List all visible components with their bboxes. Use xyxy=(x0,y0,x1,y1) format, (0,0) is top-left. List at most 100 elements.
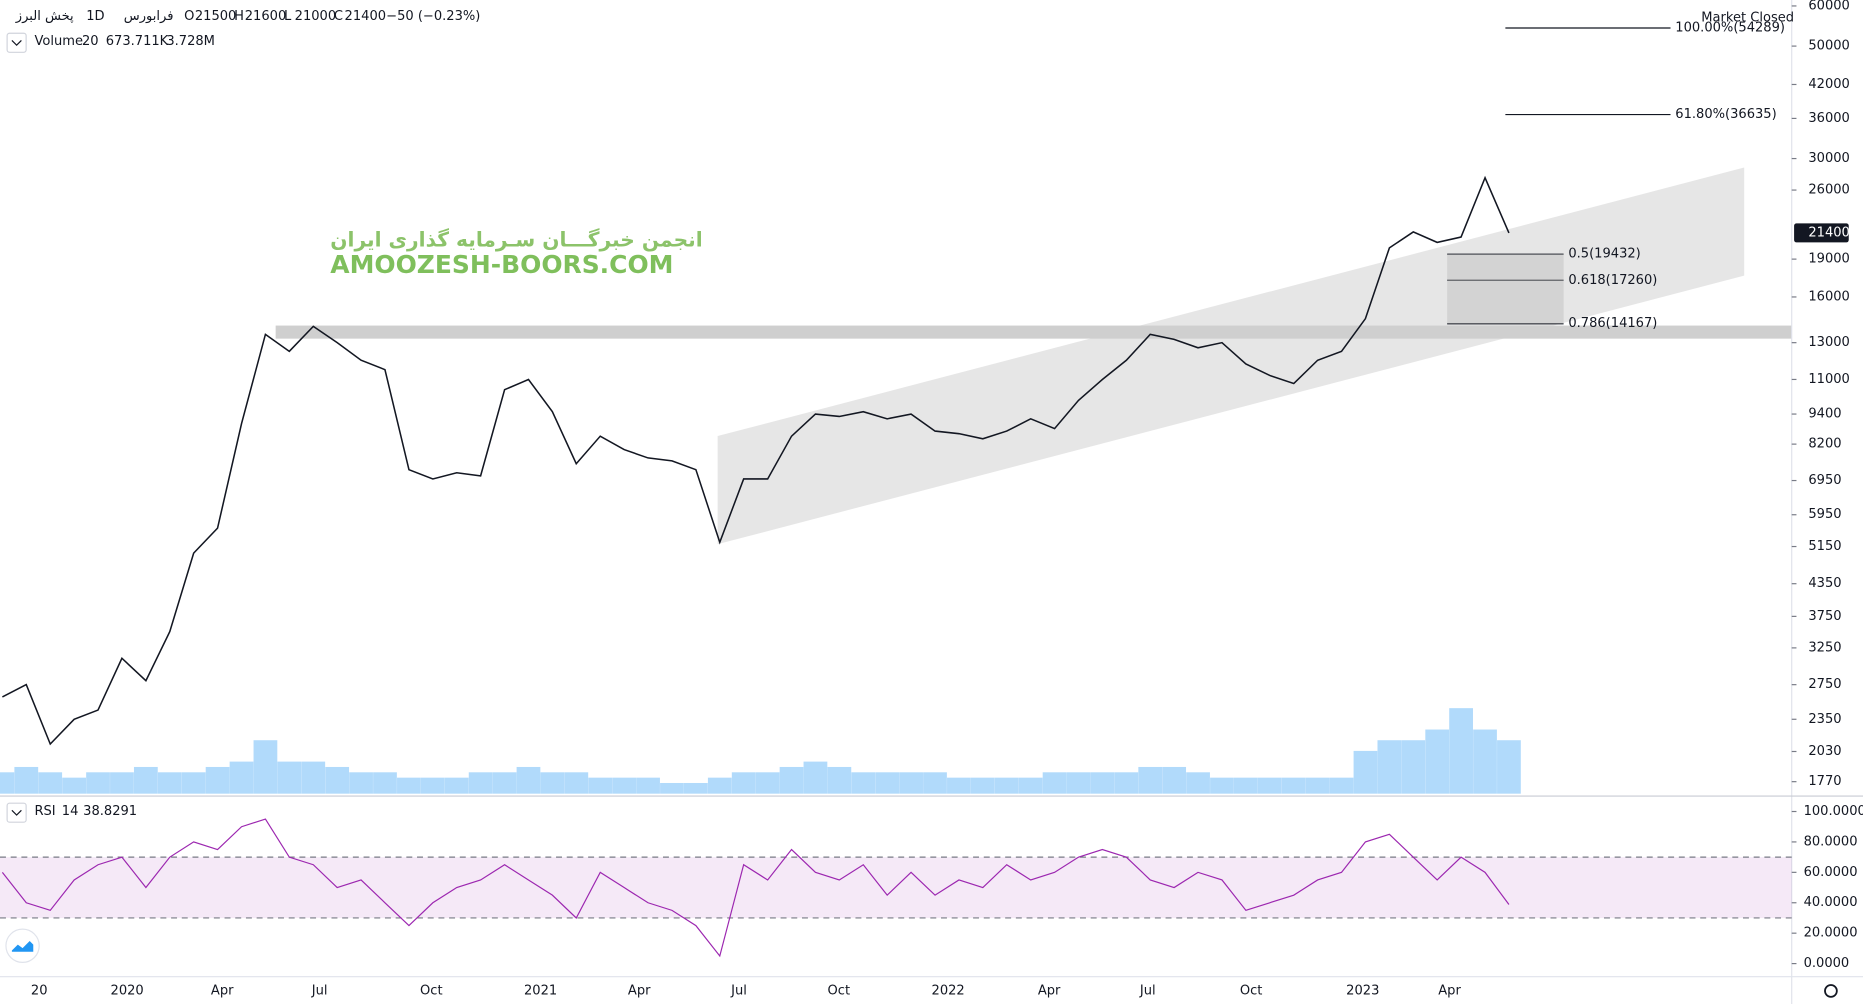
price-tick-label: 30000 xyxy=(1808,151,1850,166)
volume-bar xyxy=(1090,772,1115,794)
time-label: Oct xyxy=(828,983,851,998)
fib-label: 100.00%(54289) xyxy=(1675,20,1785,35)
volume-bar xyxy=(899,772,923,794)
volume-bar xyxy=(38,772,63,794)
time-label: Apr xyxy=(1438,983,1461,998)
volume-bar xyxy=(970,777,995,794)
chevron-icon xyxy=(11,809,22,816)
settings-button[interactable] xyxy=(1824,984,1838,998)
volume-bar xyxy=(731,772,756,794)
volume-bar xyxy=(923,772,947,794)
time-label: Jul xyxy=(311,983,328,998)
volume-bar xyxy=(325,766,350,794)
collapse-button[interactable] xyxy=(6,802,27,823)
price-tick-label: 50000 xyxy=(1808,39,1850,54)
volume-bar xyxy=(1305,777,1330,794)
logo-button[interactable] xyxy=(5,928,40,963)
volume-bar xyxy=(1353,750,1378,794)
price-tick-label: 42000 xyxy=(1808,77,1850,92)
rsi-label: RSI xyxy=(34,804,55,819)
rsi-tick-label: 60.0000 xyxy=(1804,865,1858,880)
ohlc-key: L xyxy=(284,9,292,24)
volume-bar xyxy=(110,772,134,794)
volume-bar xyxy=(994,777,1019,794)
ohlc-value: 21600 xyxy=(245,9,287,24)
time-label: Apr xyxy=(628,983,651,998)
volume-bar xyxy=(1473,729,1497,794)
volume-bar xyxy=(1281,777,1306,794)
fib-label: 0.618(17260) xyxy=(1568,273,1657,288)
rsi-tick-label: 40.0000 xyxy=(1804,895,1858,910)
logo-icon xyxy=(11,941,34,952)
price-tick-label: 4350 xyxy=(1808,576,1841,591)
time-label: Apr xyxy=(211,983,234,998)
volume-bar xyxy=(588,777,613,794)
rsi-tick-label: 100.0000 xyxy=(1804,804,1863,819)
exchange: فرابورس xyxy=(124,9,174,24)
volume-bar xyxy=(947,777,971,794)
volume-ma: 3.728M xyxy=(166,34,215,49)
volume-bar xyxy=(62,777,86,794)
volume-bar xyxy=(181,772,206,794)
watermark-persian: انجمن خبرگـــان سـرمایه گذاری ایران xyxy=(330,228,702,252)
volume-bar xyxy=(373,772,397,794)
rsi-tick-label: 80.0000 xyxy=(1804,834,1858,849)
volume-bar xyxy=(349,772,373,794)
price-tick-label: 2350 xyxy=(1808,712,1841,727)
fib-label: 0.5(19432) xyxy=(1568,247,1640,262)
volume-bar xyxy=(683,782,708,794)
fib-zone xyxy=(1447,254,1564,324)
time-label: Apr xyxy=(1038,983,1061,998)
time-label: 2021 xyxy=(524,983,557,998)
rsi-line xyxy=(1,818,1510,958)
rsi-value: 38.8291 xyxy=(83,804,137,819)
time-label: Jul xyxy=(1139,983,1156,998)
collapse-button[interactable] xyxy=(6,32,27,53)
last-price-box xyxy=(1794,223,1849,243)
price-line xyxy=(2,175,1510,746)
time-label: 20 xyxy=(31,983,48,998)
volume-bar xyxy=(540,772,565,794)
volume-bar xyxy=(875,772,900,794)
volume-bar xyxy=(14,766,39,794)
rsi-tick-label: 20.0000 xyxy=(1804,926,1858,941)
volume-bar xyxy=(1018,777,1043,794)
volume-bar xyxy=(229,761,254,794)
volume-bar xyxy=(827,766,852,794)
ohlc-key: H xyxy=(234,9,244,24)
time-label: 2020 xyxy=(111,983,144,998)
volume-bar xyxy=(516,766,541,794)
volume-bar xyxy=(1425,729,1450,794)
volume-bar xyxy=(660,782,684,794)
volume-bar xyxy=(301,761,326,794)
time-label: Jul xyxy=(730,983,747,998)
price-tick-label: 16000 xyxy=(1808,289,1850,304)
volume-value: 673.711K xyxy=(106,34,169,49)
price-tick-label: 5150 xyxy=(1808,539,1841,554)
volume-bar xyxy=(86,772,110,794)
legend: فرابورس 1D پخش البرز Volume 20 673.711K … xyxy=(15,9,1794,819)
volume-bar xyxy=(444,777,469,794)
volume-bar xyxy=(1497,740,1521,794)
price-tick-label: 5950 xyxy=(1808,507,1841,522)
volume-label: Volume xyxy=(34,34,83,49)
volume-bar xyxy=(755,772,780,794)
volume-bar xyxy=(1234,777,1258,794)
ohlc-key: C xyxy=(334,9,343,24)
price-tick-label: 8200 xyxy=(1808,437,1841,452)
volume-bar xyxy=(779,766,804,794)
price-tick-label: 36000 xyxy=(1808,111,1850,126)
time-label: Oct xyxy=(1240,983,1263,998)
volume-bar xyxy=(1449,708,1473,794)
volume-bar xyxy=(803,761,828,794)
volume-bar xyxy=(707,777,732,794)
fib-label: 61.80%(36635) xyxy=(1675,107,1776,122)
price-tick-label: 2750 xyxy=(1808,677,1841,692)
price-tick-label: 9400 xyxy=(1808,407,1841,422)
price-tick-label: 11000 xyxy=(1808,372,1850,387)
ohlc-key: O xyxy=(184,9,194,24)
price-tick-label: 6950 xyxy=(1808,473,1841,488)
